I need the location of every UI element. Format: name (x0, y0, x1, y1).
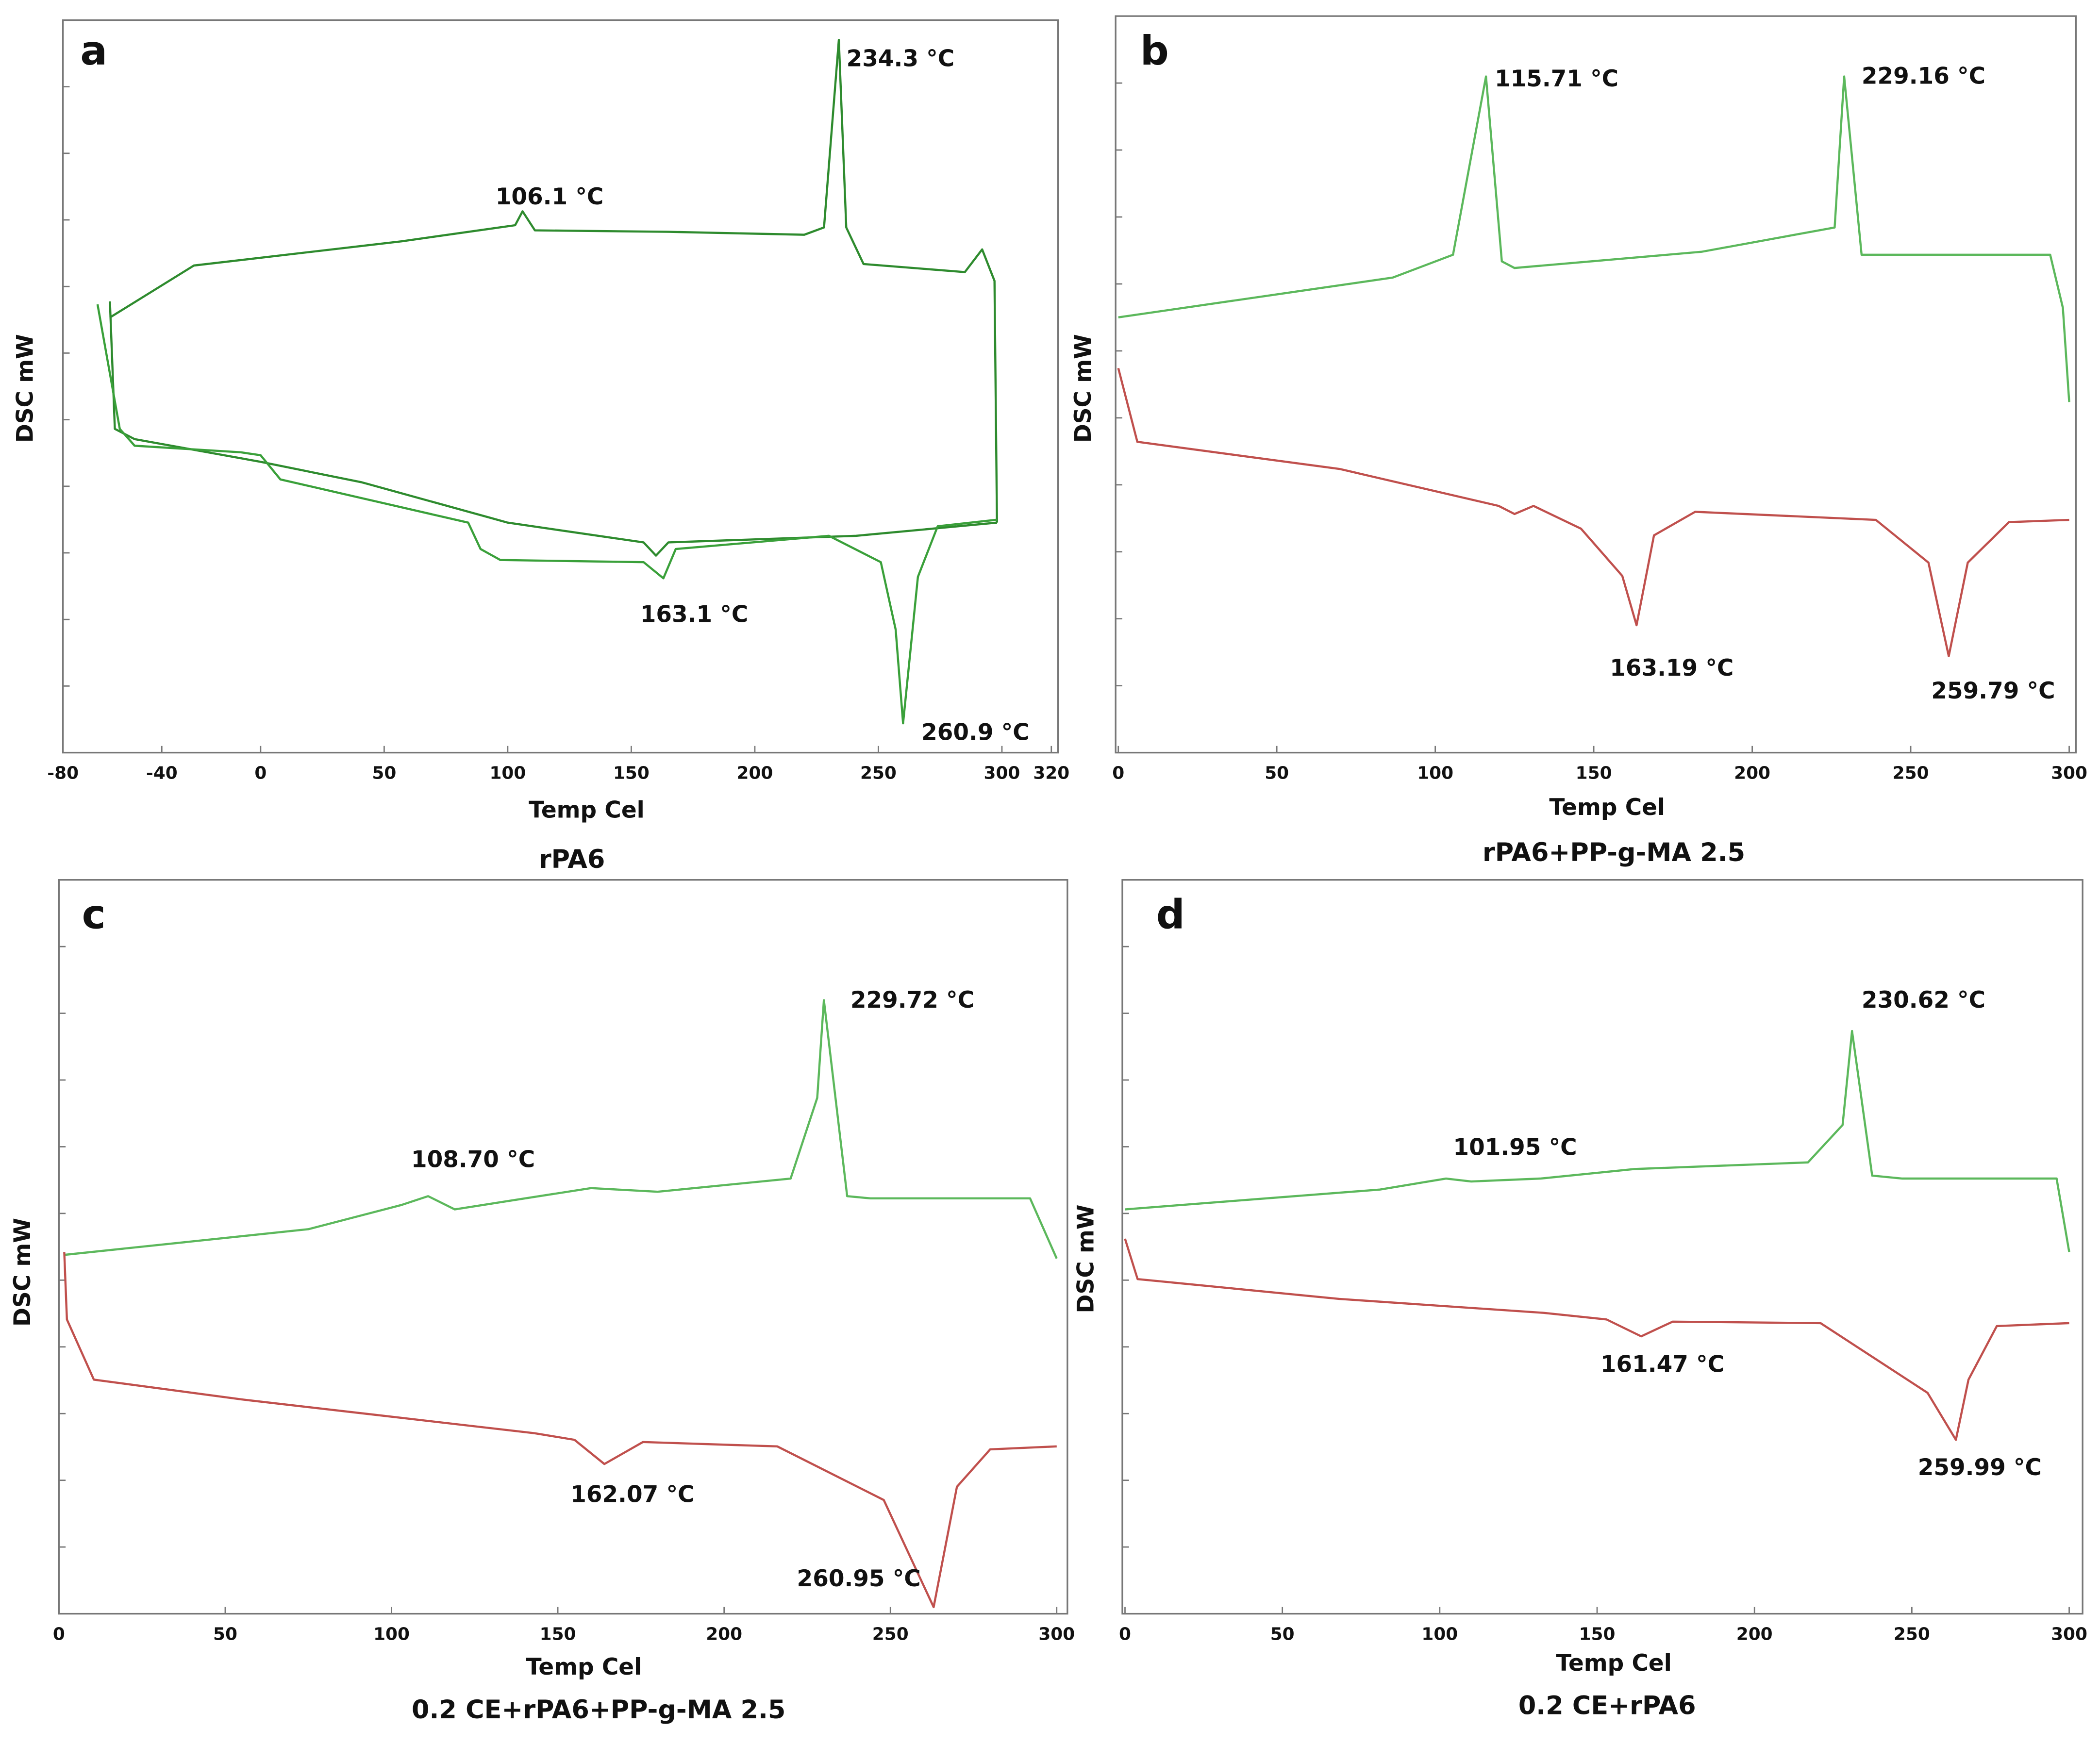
y-axis-label: DSC mW (9, 1218, 36, 1327)
dsc-curve (1118, 75, 2070, 402)
x-tick-label: 100 (373, 1625, 410, 1645)
peak-annotation: 162.07 °C (570, 1481, 694, 1508)
x-tick-label: 0 (1119, 1625, 1131, 1645)
peak-annotation: 108.70 °C (411, 1147, 535, 1173)
peak-annotation: 259.79 °C (1931, 678, 2055, 704)
x-tick-label: 100 (489, 764, 526, 783)
peak-annotation: 229.16 °C (1862, 63, 1985, 90)
x-tick-label: 200 (1734, 764, 1770, 783)
peak-annotation: 163.19 °C (1610, 655, 1733, 681)
x-tick-label: 150 (613, 764, 650, 783)
dsc-curve (1124, 1238, 2069, 1441)
x-tick-label: 100 (1417, 764, 1453, 783)
x-tick-label: 200 (1736, 1625, 1773, 1645)
peak-annotation: 259.99 °C (1918, 1454, 2042, 1481)
panel-caption: 0.2 CE+rPA6 (1518, 1691, 1696, 1721)
x-axis-label: Temp Cel (1549, 794, 1665, 821)
y-axis-label: DSC mW (1070, 334, 1097, 443)
x-tick-label: 50 (1270, 1625, 1295, 1645)
peak-annotation: 161.47 °C (1600, 1351, 1724, 1378)
dsc-curve (63, 1252, 1057, 1609)
x-tick-label: 0 (254, 764, 267, 783)
x-tick-label: 300 (2051, 764, 2087, 783)
panel-label: b (1140, 27, 1169, 74)
peak-annotation: 163.1 °C (640, 601, 749, 628)
dsc-curve (64, 999, 1058, 1259)
x-tick-label: 250 (1894, 1625, 1930, 1645)
x-tick-label: -40 (146, 764, 178, 783)
plot-frame (62, 19, 1059, 754)
peak-annotation: 230.62 °C (1862, 987, 1985, 1014)
peak-annotation: 229.72 °C (850, 987, 974, 1014)
x-tick-label: 150 (1576, 764, 1612, 783)
y-axis-label: DSC mW (1073, 1204, 1100, 1313)
peak-annotation: 106.1 °C (496, 183, 604, 210)
x-tick-label: 50 (1265, 764, 1289, 783)
peak-annotation: 101.95 °C (1453, 1134, 1577, 1161)
plot-frame (1115, 15, 2077, 754)
dsc-curve (109, 301, 997, 557)
dsc-curve (109, 38, 998, 523)
x-tick-label: 250 (1893, 764, 1929, 783)
x-tick-label: 0 (53, 1625, 65, 1645)
x-tick-label: 320 (1033, 764, 1069, 783)
plot-frame (58, 879, 1068, 1615)
panel-caption: rPA6+PP-g-MA 2.5 (1483, 838, 1745, 867)
peak-annotation: 260.95 °C (797, 1565, 921, 1592)
x-tick-label: 250 (872, 1625, 909, 1645)
x-tick-label: 150 (1579, 1625, 1616, 1645)
panel-label: a (80, 27, 107, 74)
panel-label: d (1156, 891, 1185, 938)
x-tick-label: -80 (47, 764, 79, 783)
panel-caption: 0.2 CE+rPA6+PP-g-MA 2.5 (412, 1695, 785, 1725)
x-tick-label: 200 (706, 1625, 742, 1645)
x-tick-label: 50 (213, 1625, 237, 1645)
x-tick-label: 0 (1112, 764, 1124, 783)
dsc-curve (1125, 1030, 2070, 1252)
x-axis-label: Temp Cel (526, 1654, 642, 1680)
panel-caption: rPA6 (539, 845, 605, 874)
y-axis-label: DSC mW (12, 334, 39, 443)
x-tick-label: 100 (1421, 1625, 1458, 1645)
dsc-curve (1117, 367, 2069, 658)
x-tick-label: 300 (2051, 1625, 2087, 1645)
x-axis-label: Temp Cel (529, 797, 645, 823)
x-axis-label: Temp Cel (1556, 1650, 1672, 1677)
dsc-curve (96, 304, 998, 725)
peak-annotation: 260.9 °C (921, 719, 1030, 746)
peak-annotation: 115.71 °C (1495, 66, 1618, 92)
plot-frame (1121, 879, 2083, 1615)
peak-annotation: 234.3 °C (847, 46, 955, 72)
x-tick-label: 150 (540, 1625, 576, 1645)
x-tick-label: 50 (372, 764, 396, 783)
x-tick-label: 250 (860, 764, 897, 783)
panel-label: c (82, 891, 106, 938)
x-tick-label: 200 (737, 764, 773, 783)
x-tick-label: 300 (984, 764, 1020, 783)
x-tick-label: 300 (1038, 1625, 1075, 1645)
